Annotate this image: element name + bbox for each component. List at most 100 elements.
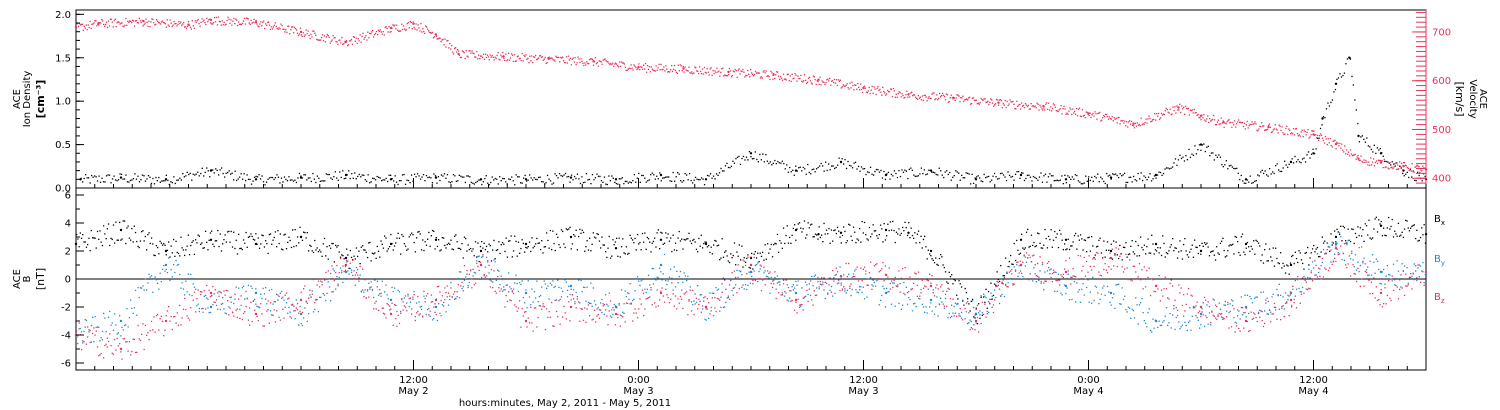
bz-dot bbox=[114, 338, 116, 341]
velocity-dot bbox=[97, 23, 99, 25]
velocity-dot bbox=[1023, 107, 1026, 109]
by-dot bbox=[743, 288, 745, 290]
by-dot bbox=[870, 276, 872, 279]
velocity-dot bbox=[94, 20, 96, 22]
density-dot bbox=[1403, 175, 1405, 177]
velocity-dot bbox=[181, 24, 183, 26]
velocity-dot bbox=[1245, 124, 1247, 126]
velocity-dot bbox=[187, 21, 190, 23]
velocity-dot bbox=[507, 59, 509, 61]
bx-dot bbox=[1222, 237, 1224, 239]
by-dot bbox=[601, 312, 603, 314]
by-dot bbox=[299, 305, 301, 308]
by-point bbox=[839, 277, 843, 281]
velocity-dot bbox=[719, 75, 721, 77]
density-dot bbox=[1122, 174, 1124, 176]
velocity-dot bbox=[1367, 164, 1369, 166]
density-dot bbox=[962, 177, 964, 179]
by-dot bbox=[1218, 302, 1220, 304]
density-dot bbox=[732, 160, 734, 162]
by-dot bbox=[686, 279, 688, 282]
by-dot bbox=[180, 287, 182, 289]
density-dot bbox=[301, 177, 304, 179]
velocity-dot bbox=[755, 72, 758, 74]
density-dot bbox=[753, 157, 755, 160]
by-dot bbox=[78, 328, 80, 330]
bx-dot bbox=[219, 233, 221, 235]
bx-dot bbox=[521, 239, 523, 241]
velocity-dot bbox=[1124, 120, 1126, 122]
by-dot bbox=[845, 292, 847, 294]
velocity-dot bbox=[1355, 158, 1357, 160]
by-dot bbox=[814, 274, 817, 276]
by-dot bbox=[358, 280, 360, 282]
bx-dot bbox=[791, 234, 793, 236]
bx-dot bbox=[201, 242, 203, 244]
by-dot bbox=[461, 288, 463, 290]
velocity-dot bbox=[413, 26, 415, 29]
density-dot bbox=[696, 178, 698, 180]
by-dot bbox=[228, 306, 230, 308]
by-dot bbox=[1214, 304, 1217, 306]
bx-dot bbox=[381, 243, 383, 245]
density-dot bbox=[612, 177, 614, 179]
bx-dot bbox=[1142, 249, 1144, 251]
by-dot bbox=[1172, 314, 1174, 316]
velocity-ylabel-unit: [km/s] bbox=[1453, 81, 1466, 116]
bx-dot bbox=[435, 237, 437, 239]
bx-dot bbox=[997, 278, 999, 281]
by-dot bbox=[836, 282, 839, 285]
bx-dot bbox=[1346, 242, 1348, 244]
density-dot bbox=[203, 175, 205, 177]
bx-dot bbox=[1265, 243, 1267, 245]
by-dot bbox=[1390, 278, 1392, 280]
by-dot bbox=[1001, 293, 1003, 296]
by-dot bbox=[1331, 241, 1333, 243]
velocity-dot bbox=[1147, 118, 1149, 120]
velocity-dot bbox=[204, 22, 206, 24]
bx-point bbox=[884, 228, 888, 232]
velocity-dot bbox=[1204, 119, 1206, 121]
velocity-dot bbox=[989, 101, 991, 104]
velocity-dot bbox=[329, 42, 331, 44]
by-dot bbox=[553, 286, 555, 289]
bx-dot bbox=[733, 242, 736, 244]
density-dot bbox=[276, 174, 278, 176]
bz-dot bbox=[112, 353, 115, 355]
density-dot bbox=[657, 178, 659, 180]
by-dot bbox=[570, 288, 572, 290]
bx-dot bbox=[303, 231, 305, 233]
velocity-point bbox=[862, 86, 865, 90]
by-dot bbox=[316, 298, 318, 301]
velocity-dot bbox=[611, 64, 613, 66]
velocity-dot bbox=[765, 70, 767, 72]
bx-dot bbox=[287, 241, 289, 243]
bx-dot bbox=[369, 241, 371, 244]
density-point bbox=[1321, 117, 1324, 120]
bx-dot bbox=[429, 245, 431, 247]
bx-dot bbox=[339, 256, 342, 258]
velocity-dot bbox=[307, 30, 309, 32]
velocity-point bbox=[74, 25, 78, 29]
density-dot bbox=[699, 179, 701, 181]
bx-dot bbox=[418, 230, 420, 233]
velocity-point bbox=[682, 67, 685, 70]
density-dot bbox=[1300, 162, 1302, 164]
by-dot bbox=[1411, 275, 1413, 277]
velocity-dot bbox=[549, 57, 551, 60]
bx-dot bbox=[668, 240, 671, 242]
by-dot bbox=[893, 282, 895, 284]
by-dot bbox=[1384, 283, 1386, 285]
bx-dot bbox=[1172, 238, 1174, 240]
by-dot bbox=[1196, 316, 1198, 319]
velocity-dot bbox=[354, 40, 356, 42]
density-dot bbox=[182, 173, 184, 175]
bx-dot bbox=[985, 288, 987, 290]
density-dot bbox=[85, 174, 87, 176]
by-dot bbox=[1175, 316, 1177, 319]
bx-dot bbox=[731, 257, 733, 259]
bx-dot bbox=[495, 249, 497, 252]
velocity-dot bbox=[912, 95, 914, 97]
